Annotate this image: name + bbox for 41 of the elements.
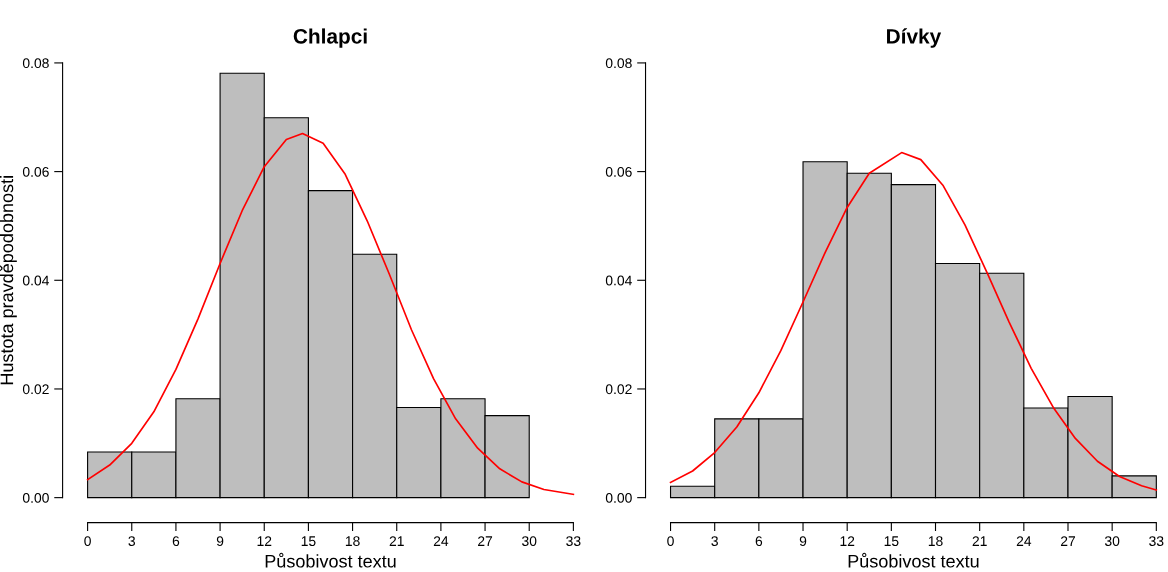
- x-tick-label: 21: [972, 536, 987, 546]
- x-tick-label: 9: [216, 536, 224, 547]
- x-tick-label: 0: [84, 536, 91, 547]
- x-tick-label: 18: [928, 536, 943, 547]
- x-tick-label: 24: [1016, 536, 1032, 546]
- y-tick-label: 0.06: [22, 166, 49, 177]
- x-tick-label: 3: [128, 536, 136, 547]
- y-tick-label: 0.00: [605, 492, 632, 503]
- x-tick-label: 21: [389, 536, 404, 546]
- x-tick-label: 6: [755, 536, 763, 547]
- x-axis-title: Působivost textu: [848, 552, 979, 568]
- y-tick-label: 0.02: [22, 384, 49, 395]
- x-tick-label: 15: [301, 536, 316, 547]
- chart-title: Chlapci: [293, 28, 367, 48]
- x-tick-label: 12: [257, 536, 272, 546]
- x-tick-label: 30: [1104, 536, 1120, 547]
- x-tick-label: 27: [478, 536, 493, 546]
- y-tick-label: 0.02: [605, 384, 632, 395]
- y-tick-label: 0.08: [22, 58, 49, 69]
- line-series: [669, 151, 1158, 491]
- x-tick-label: 6: [172, 536, 180, 547]
- x-tick-label: 18: [345, 536, 360, 547]
- x-tick-label: 33: [1149, 536, 1164, 547]
- y-tick-label: 0.06: [605, 166, 632, 177]
- x-tick-label: 12: [840, 536, 855, 546]
- line-series: [86, 132, 575, 496]
- x-tick-label: 24: [433, 536, 449, 546]
- x-tick-label: 3: [711, 536, 718, 547]
- x-tick-label: 15: [884, 536, 899, 547]
- x-axis-title: Působivost textu: [265, 552, 396, 568]
- y-tick-label: 0.00: [22, 492, 49, 503]
- x-tick-label: 27: [1060, 536, 1076, 546]
- x-tick-label: 9: [799, 536, 807, 547]
- x-tick-label: 0: [667, 536, 674, 547]
- y-tick-label: 0.08: [605, 58, 632, 69]
- x-tick-label: 30: [522, 536, 537, 547]
- y-axis-title: Hustota pravděpodobnosti: [0, 176, 17, 385]
- x-tick-label: 33: [566, 536, 581, 547]
- chart-title: Dívky: [887, 28, 942, 48]
- y-tick-label: 0.04: [22, 275, 49, 286]
- y-tick-label: 0.04: [605, 275, 632, 286]
